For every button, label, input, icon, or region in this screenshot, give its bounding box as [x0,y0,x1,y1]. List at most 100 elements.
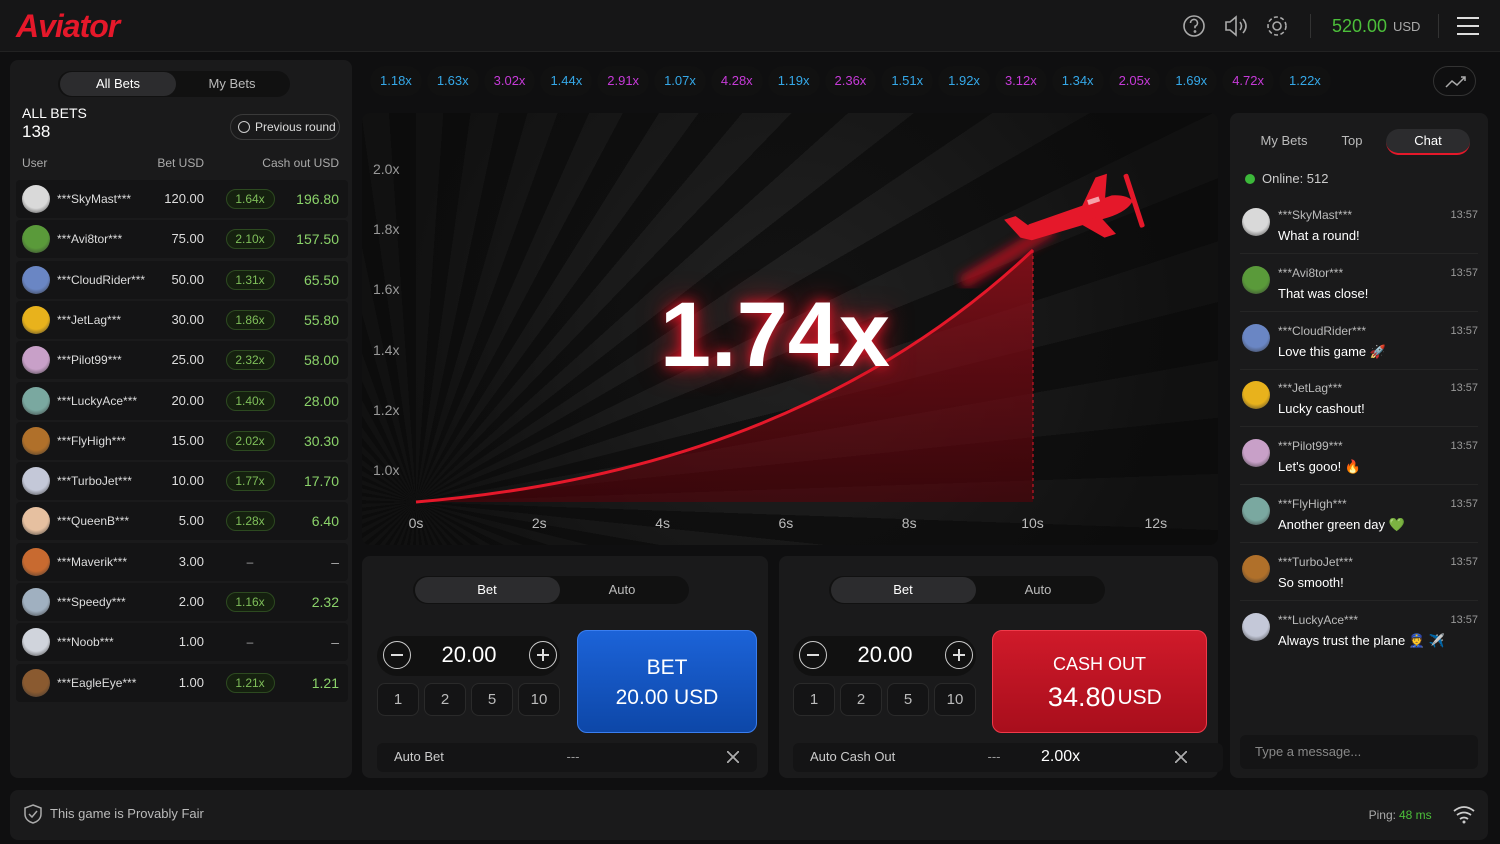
chat-tab-active[interactable] [1386,129,1470,155]
prev-round-label: Previous round [255,120,336,134]
cashout-multiplier: – [246,635,254,650]
history-multiplier[interactable]: 1.92x [938,66,990,96]
user-name: ***Speedy*** [57,595,126,609]
x-axis-label: 12s [1144,515,1168,531]
history-multiplier[interactable]: 2.36x [824,66,877,96]
avatar [22,467,50,496]
tab[interactable]: My Bets [208,76,256,91]
history-multiplier[interactable]: 3.12x [994,66,1047,96]
history-multiplier[interactable]: 1.63x [426,66,479,96]
minus-button[interactable] [383,641,411,669]
chat-text: So smooth! [1278,574,1344,590]
history-multiplier[interactable]: 1.44x [540,66,593,96]
quick-amount-button[interactable] [934,683,976,716]
avatar [1242,265,1270,294]
settings-icon[interactable] [1267,16,1287,36]
menu-icon[interactable] [1456,16,1480,36]
history-multiplier[interactable]: 1.22x [1279,66,1331,96]
user-name: ***Avi8tor*** [57,232,123,247]
bet-row [16,381,348,420]
avatar [1242,323,1270,352]
chat-text: That was close! [1278,285,1369,301]
quick-amount: 10 [530,691,548,708]
avatar [22,547,50,576]
history-multiplier[interactable]: 1.18x [370,66,422,96]
history-multiplier[interactable]: 1.34x [1051,66,1104,96]
tab[interactable]: All Bets [95,76,141,91]
cashout-amount: 2.32 [311,594,339,610]
header [0,0,1500,52]
auto-value: --- [987,749,1001,764]
sound-icon[interactable] [1225,15,1247,37]
chat-tab[interactable]: My Bets [1260,133,1308,148]
bet-row [16,341,348,380]
cashout-amount: 65.50 [303,271,339,288]
bet-tab-active[interactable] [415,577,560,603]
history-multiplier[interactable]: 1.19x [767,66,820,96]
quick-amount-button[interactable] [840,683,882,716]
chat-time: 13:57 [1450,382,1478,395]
quick-amount-button[interactable] [471,683,513,716]
avatar [1242,497,1270,525]
chat-divider [1240,253,1478,254]
plus-button[interactable] [945,641,973,669]
cashout-button[interactable] [992,630,1207,733]
user-name: ***Maverik*** [57,554,128,569]
quick-amount-button[interactable] [424,683,466,716]
chat-divider [1240,368,1478,370]
tab-active[interactable] [60,72,176,96]
bet-amount: 10.00 [171,473,204,489]
bet-amount-value: 20.00 [441,642,497,667]
history-multiplier[interactable]: 2.91x [597,66,650,96]
bet-tab-active[interactable] [831,577,976,603]
auto-multiplier: 2.00x [1041,748,1081,765]
chat-tab[interactable]: Top [1341,133,1363,148]
history-multiplier[interactable]: 1.69x [1165,66,1218,96]
cashout-multiplier: 2.32x [235,353,265,368]
history-multiplier[interactable]: 4.28x [710,66,763,96]
quick-amount-button[interactable] [377,683,419,716]
quick-amount: 5 [903,691,913,708]
user-name: ***Pilot99*** [57,353,122,368]
bet-button[interactable] [577,630,757,733]
user-name: ***SkyMast*** [57,192,132,206]
bet-tab[interactable]: Bet [893,582,913,597]
cashout-multiplier: 2.02x [235,433,265,448]
user-name: ***JetLag*** [57,312,122,327]
minus-button[interactable] [799,641,827,669]
history-multiplier[interactable]: 1.51x [881,66,934,96]
bet-tab[interactable]: Bet [477,582,497,597]
prev-round-btn[interactable] [230,114,340,140]
bet-tab[interactable]: Auto [1024,582,1052,597]
cashout-amount: – [331,634,339,651]
multiplier-pill [226,672,275,693]
cashout-amount: 58.00 [303,352,339,369]
auto-row [793,743,1223,772]
multiplier-pill [226,229,275,250]
history-toggle[interactable] [1433,66,1476,96]
chat-input[interactable] [1240,735,1478,769]
chat-tab[interactable]: Chat [1414,133,1442,148]
bet-tab[interactable]: Auto [608,582,636,597]
multiplier-pill [226,189,275,209]
online-count: Online: 512 [1262,171,1329,186]
chat-user: ***LuckyAce*** [1278,612,1359,627]
history-multiplier[interactable]: 3.02x [483,66,536,96]
history-multiplier[interactable]: 2.05x [1108,66,1161,96]
history-multiplier[interactable]: 4.72x [1222,66,1274,96]
quick-amount-button[interactable] [887,683,929,716]
history-multiplier[interactable]: 1.07x [654,66,706,96]
chat-divider [1240,599,1478,601]
chat-text: Love this game 🚀 [1278,343,1386,359]
provably-fair: This game is Provably Fair [50,806,204,821]
plus-button[interactable] [529,641,557,669]
chat-input-placeholder: Type a message... [1255,744,1362,759]
clear-button[interactable] [727,751,739,763]
quick-amount-button[interactable] [793,683,835,716]
column-header: Cash out USD [262,156,339,170]
quick-amount-button[interactable] [518,683,560,716]
quick-amount: 5 [487,691,497,708]
avatar [1242,208,1270,236]
clear-button[interactable] [1175,751,1187,763]
help-icon[interactable] [1183,15,1205,37]
